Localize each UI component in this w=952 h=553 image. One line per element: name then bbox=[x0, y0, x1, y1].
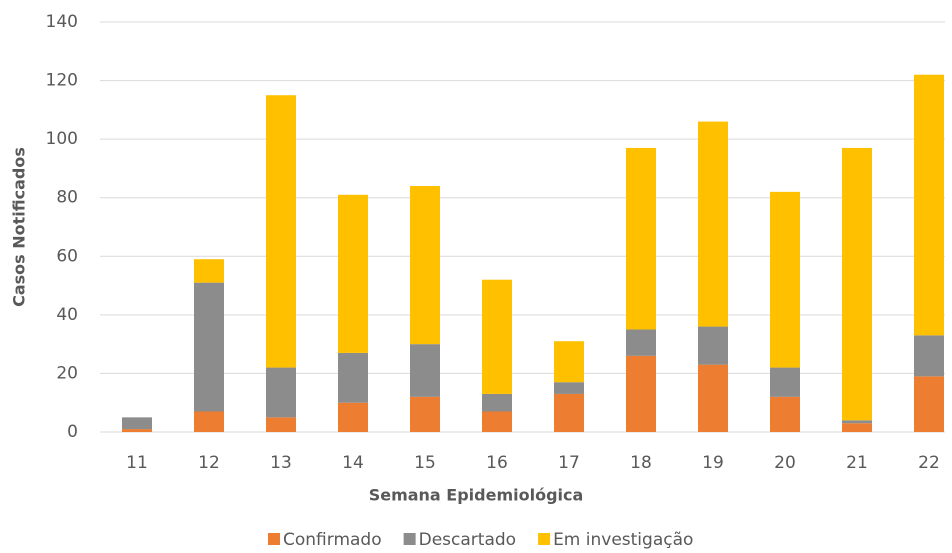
bar-segment bbox=[338, 194, 368, 353]
bar-segment bbox=[266, 95, 296, 368]
bar-segment bbox=[338, 352, 368, 403]
bar-segment bbox=[410, 396, 440, 432]
legend-label: Em investigação bbox=[553, 530, 693, 550]
bar-segment bbox=[914, 376, 944, 432]
bar-segment bbox=[554, 382, 584, 394]
legend-swatch bbox=[538, 533, 551, 545]
bar-segment bbox=[842, 147, 872, 421]
bar-segment bbox=[626, 147, 656, 330]
bar-segment bbox=[122, 417, 152, 430]
bar-segment bbox=[770, 367, 800, 397]
y-tick-label: 20 bbox=[56, 363, 78, 383]
bar-segment bbox=[698, 326, 728, 365]
x-tick-label: 14 bbox=[342, 453, 364, 473]
y-tick-label: 40 bbox=[56, 305, 78, 325]
legend-swatch bbox=[403, 533, 416, 545]
legend-label: Descartado bbox=[419, 530, 516, 550]
bar-segment bbox=[482, 411, 512, 432]
x-tick-label: 11 bbox=[126, 453, 148, 473]
y-tick-label: 100 bbox=[46, 129, 78, 149]
bar-segment bbox=[626, 355, 656, 432]
bar-segment bbox=[194, 282, 224, 412]
x-tick-label: 18 bbox=[630, 453, 652, 473]
bar-segment bbox=[194, 259, 224, 283]
bar-segment bbox=[698, 121, 728, 327]
legend-swatch bbox=[268, 533, 280, 545]
bar-segment bbox=[410, 344, 440, 397]
bar-segment bbox=[626, 329, 656, 356]
y-tick-label: 140 bbox=[46, 12, 78, 32]
x-tick-label: 22 bbox=[918, 453, 940, 473]
x-tick-label: 13 bbox=[270, 453, 292, 473]
bar-segment bbox=[554, 341, 584, 383]
x-axis-label: Semana Epidemiológica bbox=[369, 486, 584, 505]
x-tick-label: 16 bbox=[486, 453, 508, 473]
bar-segment bbox=[194, 411, 224, 432]
bar-segment bbox=[410, 186, 440, 345]
legend-label: Confirmado bbox=[283, 530, 382, 550]
bar-segment bbox=[266, 367, 296, 418]
bar-segment bbox=[842, 420, 872, 424]
y-tick-label: 60 bbox=[56, 246, 78, 266]
bar-segment bbox=[914, 74, 944, 336]
x-tick-label: 19 bbox=[702, 453, 724, 473]
bar-segment bbox=[770, 191, 800, 368]
x-tick-label: 15 bbox=[414, 453, 436, 473]
y-axis-label: Casos Notificados bbox=[10, 147, 29, 307]
y-tick-label: 0 bbox=[67, 422, 78, 442]
y-tick-label: 120 bbox=[46, 71, 78, 91]
bar-segment bbox=[842, 423, 872, 432]
bar-segment bbox=[266, 417, 296, 432]
bar-segment bbox=[914, 335, 944, 377]
bar-segment bbox=[554, 393, 584, 432]
bar-segment bbox=[482, 393, 512, 412]
x-tick-label: 21 bbox=[846, 453, 868, 473]
bar-segment bbox=[338, 402, 368, 432]
bar-segment bbox=[122, 429, 152, 432]
bar-segment bbox=[770, 396, 800, 432]
x-tick-label: 20 bbox=[774, 453, 796, 473]
y-tick-label: 80 bbox=[56, 188, 78, 208]
x-tick-label: 12 bbox=[198, 453, 220, 473]
x-tick-label: 17 bbox=[558, 453, 580, 473]
bar-segment bbox=[482, 279, 512, 394]
bar-segment bbox=[698, 364, 728, 432]
